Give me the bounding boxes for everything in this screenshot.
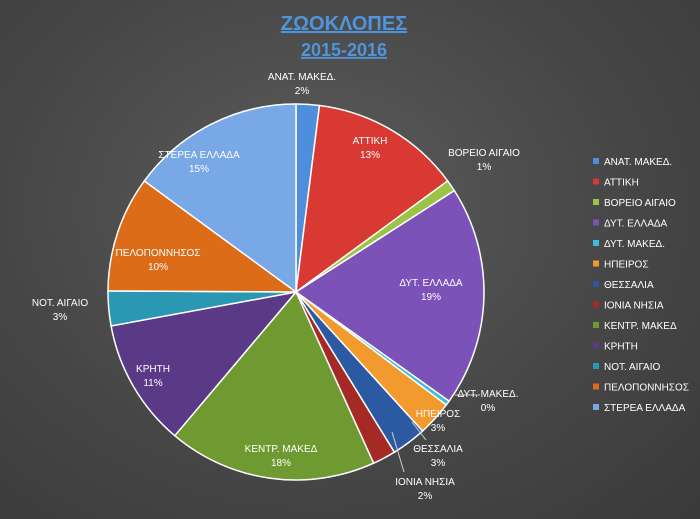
legend-label: ΒΟΡΕΙΟ ΑΙΓΑΙΟ xyxy=(604,198,676,209)
legend-label: ΝΟΤ. ΑΙΓΑΙΟ xyxy=(604,362,661,373)
pie-slice xyxy=(294,189,485,403)
slice-label-name: ΔΥΤ. ΜΑΚΕΔ. xyxy=(458,389,519,400)
chart-title-line-1: ΖΩΟΚΛΟΠΕΣ xyxy=(281,13,407,35)
legend-label: ΗΠΕΙΡΟΣ xyxy=(604,260,649,271)
legend-label: ΠΕΛΟΠΟΝΝΗΣΟΣ xyxy=(604,383,689,394)
legend-swatch xyxy=(593,219,599,226)
slice-label-value: 2% xyxy=(295,86,310,97)
legend-swatch xyxy=(593,301,599,308)
slice-label-name: ΙΟΝΙΑ ΝΗΣΙΑ xyxy=(395,477,455,488)
slice-label-name: ΠΕΛΟΠΟΝΝΗΣΟΣ xyxy=(116,248,201,259)
legend-swatch xyxy=(593,404,599,410)
legend-label: ΑΤΤΙΚΗ xyxy=(604,178,639,189)
slice-label-value: 19% xyxy=(421,292,441,303)
legend-label: ΔΥΤ. ΜΑΚΕΔ. xyxy=(604,239,665,250)
legend-label: ΚΡΗΤΗ xyxy=(604,342,638,353)
leader-line xyxy=(411,421,427,441)
slice-label-name: ΣΤΕΡΕΑ ΕΛΛΑΔΑ xyxy=(158,150,240,161)
legend-label: ΑΝΑΤ. ΜΑΚΕΔ. xyxy=(604,157,672,168)
slice-labels: ΑΝΑΤ. ΜΑΚΕΔ. 2% ΑΤΤΙΚΗ 13% ΒΟΡΕΙΟ ΑΙΓΑΙΟ 1% ΔΥ… xyxy=(32,72,520,502)
legend-label: ΔΥΤ. ΕΛΛΑΔΑ xyxy=(604,219,668,230)
leader-line xyxy=(391,431,405,473)
slice-label-value: 1% xyxy=(477,162,492,173)
pie-slice xyxy=(143,103,297,294)
pie-slices xyxy=(107,103,485,481)
legend-label: ΙΟΝΙΑ ΝΗΣΙΑ xyxy=(604,301,664,312)
slice-label-name: ΔΥΤ. ΕΛΛΑΔΑ xyxy=(399,278,463,289)
pie-slice xyxy=(173,290,375,481)
legend-swatch xyxy=(593,281,599,287)
legend-label: ΣΤΕΡΕΑ ΕΛΛΑΔΑ xyxy=(604,403,686,414)
legend-swatch xyxy=(593,383,599,390)
slice-label-value: 18% xyxy=(271,458,291,469)
legend-swatch xyxy=(593,158,599,164)
slice-label-value: 13% xyxy=(360,150,380,161)
legend-swatch xyxy=(593,199,599,205)
pie-slice xyxy=(107,179,299,293)
pie-slice xyxy=(110,290,298,437)
legend: ΑΝΑΤ. ΜΑΚΕΔ. ΑΤΤΙΚΗ ΒΟΡΕΙΟ ΑΙΓΑΙΟ ΔΥΤ. ΕΛΛΑ… xyxy=(593,157,689,414)
slice-label-value: 15% xyxy=(189,164,209,175)
slice-label-value: 10% xyxy=(148,262,168,273)
slice-label-name: ΑΤΤΙΚΗ xyxy=(353,136,388,147)
slice-label-name: ΒΟΡΕΙΟ ΑΙΓΑΙΟ xyxy=(448,148,520,159)
pie-slice xyxy=(295,104,449,294)
slice-label-value: 2% xyxy=(418,491,433,502)
slice-label-value: 11% xyxy=(143,378,162,389)
legend-swatch xyxy=(593,178,599,185)
slice-label-name: ΑΝΑΤ. ΜΑΚΕΔ. xyxy=(268,72,336,83)
legend-swatch xyxy=(593,363,599,369)
chart-title-line-2: 2015-2016 xyxy=(301,40,387,60)
slice-label-name: ΚΕΝΤΡ. ΜΑΚΕΔ xyxy=(245,444,318,455)
legend-swatch xyxy=(593,322,599,328)
slice-label-name: ΝΟΤ. ΑΙΓΑΙΟ xyxy=(32,298,89,309)
slice-label-value: 3% xyxy=(431,458,446,469)
legend-label: ΘΕΣΣΑΛΙΑ xyxy=(604,280,654,291)
slice-label-value: 3% xyxy=(53,312,68,323)
legend-swatch xyxy=(593,260,599,267)
legend-swatch xyxy=(593,240,599,246)
slice-label-name: ΗΠΕΙΡΟΣ xyxy=(416,409,461,420)
slice-label-value: 0% xyxy=(481,403,496,414)
slice-label-value: 3% xyxy=(431,423,446,434)
slice-label-name: ΚΡΗΤΗ xyxy=(136,364,170,375)
slice-label-name: ΘΕΣΣΑΛΙΑ xyxy=(413,444,463,455)
legend-swatch xyxy=(593,342,599,349)
legend-label: ΚΕΝΤΡ. ΜΑΚΕΔ xyxy=(604,321,677,332)
